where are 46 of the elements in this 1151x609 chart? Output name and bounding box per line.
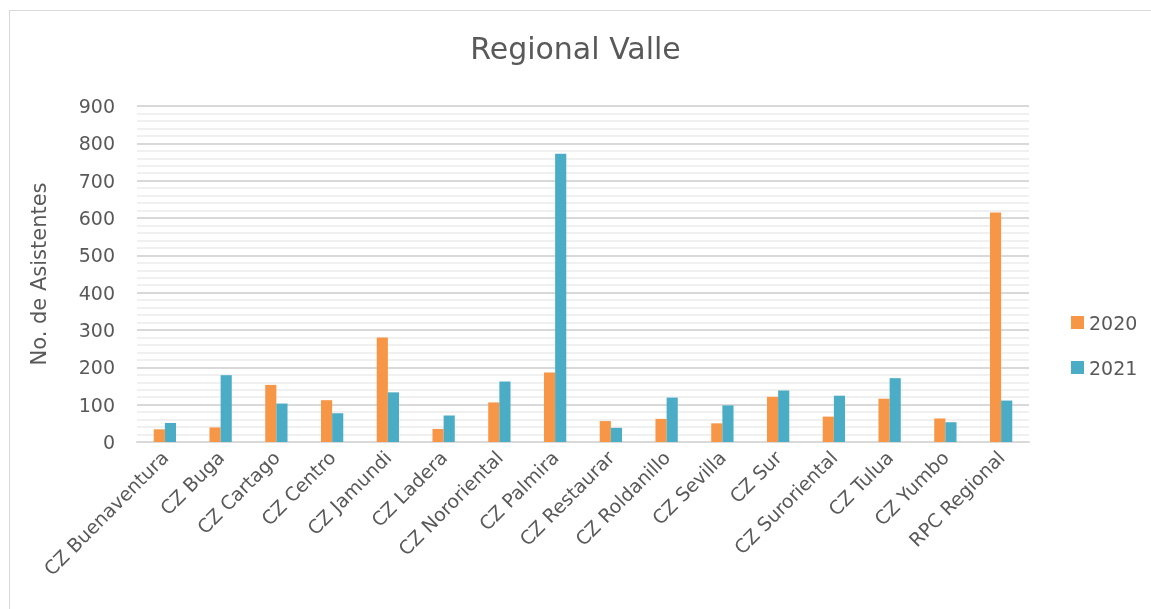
bar	[778, 390, 790, 442]
y-tick-label: 400	[78, 281, 115, 304]
bar	[934, 418, 946, 442]
bar	[443, 415, 455, 442]
bar	[989, 212, 1002, 442]
bar	[878, 398, 890, 442]
bar	[599, 421, 611, 442]
bar	[555, 153, 567, 442]
bar	[822, 416, 834, 442]
y-tick-label: 300	[78, 319, 115, 341]
bar	[1001, 400, 1013, 442]
bar	[766, 396, 779, 442]
y-axis-title: No. de Asistentes	[26, 182, 51, 366]
bar	[209, 427, 221, 442]
bar	[265, 384, 277, 442]
bar	[220, 375, 232, 442]
bar	[332, 413, 344, 442]
bar	[655, 418, 667, 442]
y-tick-label: 100	[78, 393, 115, 416]
bar	[164, 422, 177, 442]
bar	[610, 427, 623, 442]
bar	[666, 397, 678, 442]
bar	[376, 337, 388, 442]
bar	[387, 392, 400, 442]
bar	[320, 400, 333, 442]
bar	[153, 429, 165, 442]
bar	[432, 428, 444, 442]
y-tick-label: 0	[102, 431, 115, 453]
y-tick-label: 200	[78, 356, 115, 379]
y-tick-label: 900	[78, 95, 115, 117]
bar	[711, 423, 723, 442]
y-tick-label: 800	[78, 132, 115, 155]
y-tick-label: 600	[78, 207, 115, 229]
y-tick-label: 700	[78, 169, 115, 192]
chart-title: Regional Valle	[470, 30, 681, 66]
bar	[543, 372, 556, 442]
bar	[722, 405, 734, 442]
legend-label: 2021	[1089, 356, 1138, 379]
bar	[488, 402, 500, 442]
bar	[889, 378, 901, 442]
bar	[276, 403, 288, 442]
bar	[833, 395, 846, 442]
y-tick-label: 500	[78, 244, 115, 267]
legend-label: 2020	[1089, 311, 1138, 334]
bar	[499, 381, 511, 442]
bar	[945, 422, 957, 442]
